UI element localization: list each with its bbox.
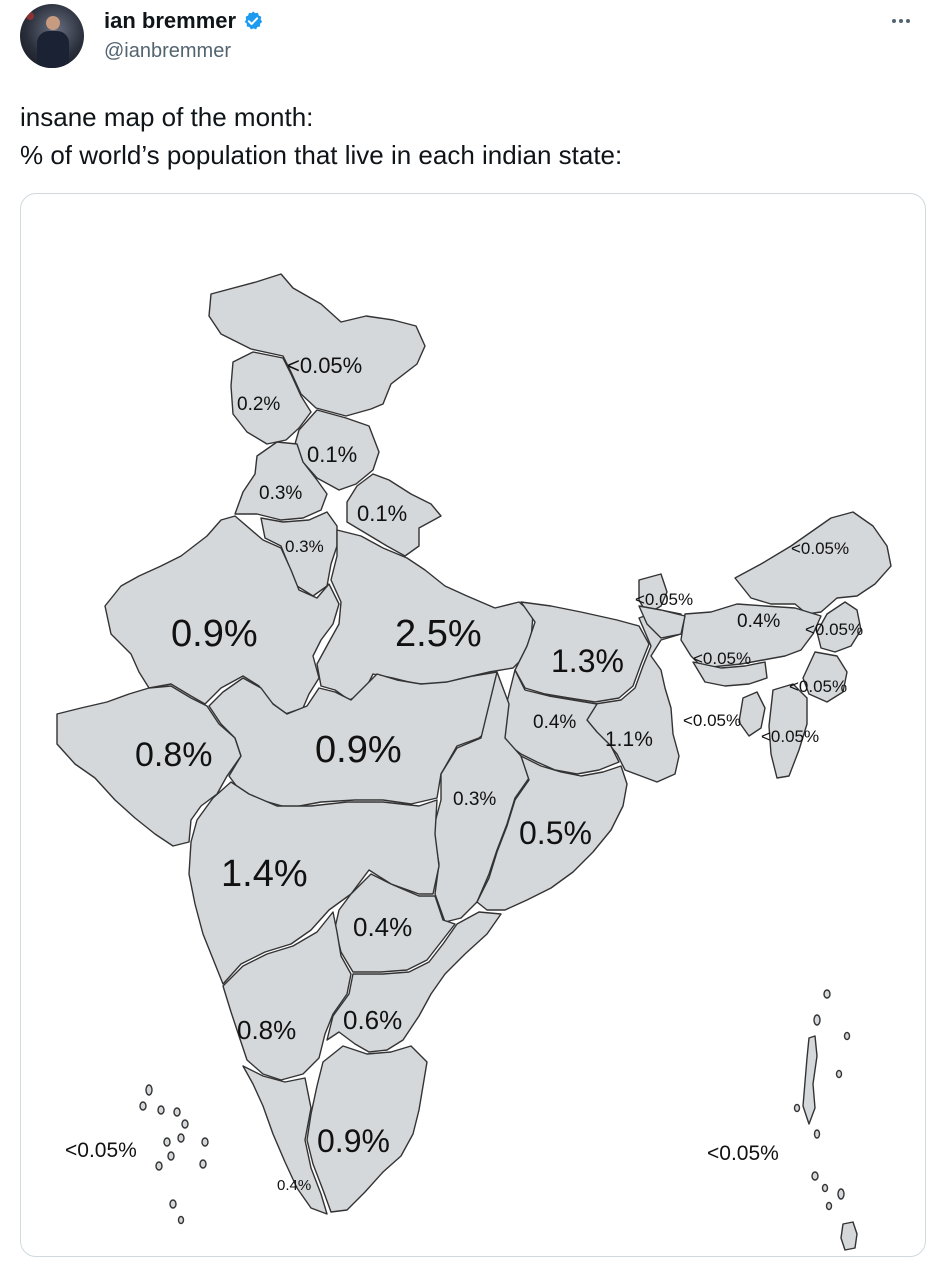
region-andhra-pradesh [326,911,502,1053]
region-meghalaya [692,661,768,687]
region-west-bengal [580,609,682,783]
label-andhra-pradesh: 0.6% [343,1005,402,1035]
author-name[interactable]: ian bremmer [104,8,237,33]
region-punjab [234,441,328,521]
label-maharashtra: 1.4% [221,853,308,895]
region-nagaland [816,601,862,653]
label-uttarakhand: 0.1% [357,501,407,526]
region-rajasthan [104,515,340,715]
region-tamil-nadu [306,1045,428,1213]
label-ladakh: <0.05% [287,353,362,378]
label-karnataka: 0.8% [237,1015,296,1045]
region-arunachal-pradesh [734,511,892,615]
region-mizoram [768,683,808,779]
region-ladakh [208,273,426,417]
label-telangana: 0.4% [353,912,412,942]
label-lakshadweep: <0.05% [65,1139,137,1162]
tweet-line-2: % of world’s population that live in eac… [20,140,623,170]
label-tripura: <0.05% [683,711,741,730]
region-manipur [802,651,848,703]
tweet-media-map[interactable]: <0.05% 0.2% 0.1% 0.3% 0.1% 0.3% 0.9% 2.5… [20,193,926,1257]
tweet-line-1: insane map of the month: [20,102,314,132]
label-meghalaya: <0.05% [693,649,751,668]
label-west-bengal: 1.1% [605,728,653,751]
region-odisha [476,755,628,911]
region-kerala [242,1065,328,1215]
region-uttarakhand [346,473,442,557]
label-manipur: <0.05% [789,677,847,696]
label-andaman-nicobar: <0.05% [707,1142,779,1165]
label-himachal: 0.1% [307,442,357,467]
tweet-header: ian bremmer @ianbremmer [20,4,920,74]
region-karnataka [222,911,352,1081]
region-tripura [738,691,766,737]
label-uttar-pradesh: 2.5% [395,613,482,655]
label-tamil-nadu: 0.9% [317,1123,390,1159]
label-punjab: 0.3% [259,483,302,504]
region-andaman-nicobar [793,989,858,1251]
india-population-map: <0.05% 0.2% 0.1% 0.3% 0.1% 0.3% 0.9% 2.5… [56,273,892,1251]
label-jammu-kashmir: 0.2% [237,394,280,415]
region-assam [680,603,822,669]
label-odisha: 0.5% [519,815,592,851]
region-maharashtra [188,781,440,985]
label-kerala: 0.4% [277,1177,311,1194]
region-bihar [514,601,650,703]
label-chhattisgarh: 0.3% [453,789,496,810]
region-gujarat [56,685,242,847]
label-haryana: 0.3% [285,537,324,556]
label-assam: 0.4% [737,611,780,632]
author-name-row: ian bremmer [104,8,264,34]
region-jammu-kashmir [230,351,312,445]
region-madhya-pradesh [208,671,504,809]
tweet-text: insane map of the month: % of world’s po… [20,98,920,174]
label-jharkhand: 0.4% [533,712,576,733]
label-gujarat: 0.8% [135,736,213,774]
label-madhya-pradesh: 0.9% [315,729,402,771]
label-arunachal: <0.05% [791,539,849,558]
label-bihar: 1.3% [551,643,624,679]
label-mizoram: <0.05% [761,727,819,746]
label-rajasthan: 0.9% [171,613,258,655]
author-handle[interactable]: @ianbremmer [104,40,232,62]
label-sikkim: <0.05% [635,590,693,609]
label-nagaland: <0.05% [805,620,863,639]
author-avatar[interactable] [20,4,84,68]
region-sikkim [638,573,668,615]
region-chicken-neck [638,605,686,639]
region-lakshadweep [139,1084,209,1225]
verified-badge-icon [244,11,263,30]
more-horizontal-icon[interactable] [884,6,918,36]
